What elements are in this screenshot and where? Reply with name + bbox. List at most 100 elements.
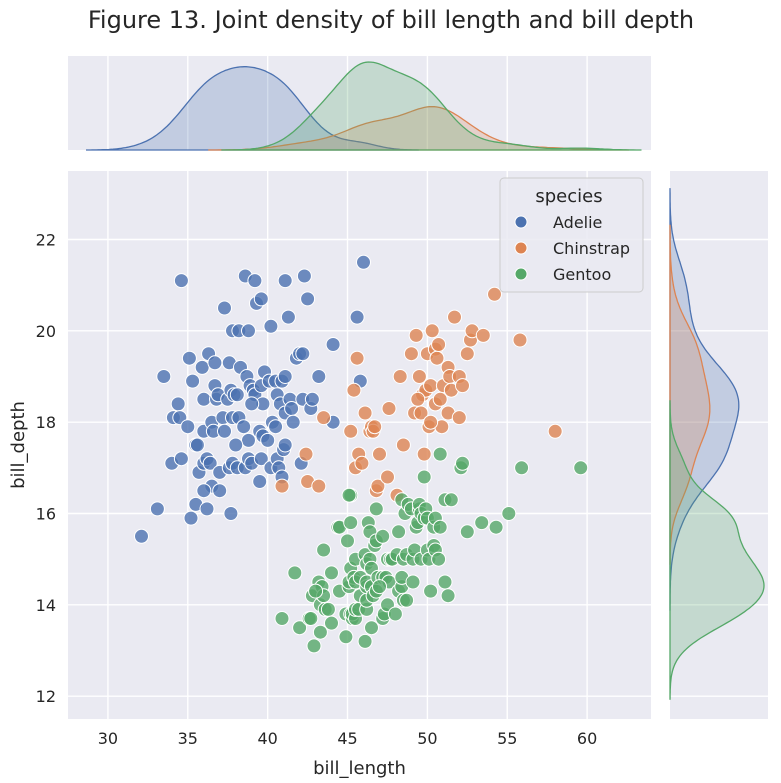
y-axis-label: bill_depth: [8, 401, 29, 489]
data-point: [416, 446, 432, 462]
data-point: [341, 487, 357, 503]
data-point: [349, 309, 365, 325]
x-axis-label: bill_length: [313, 758, 406, 779]
data-point: [405, 574, 421, 590]
data-point: [320, 601, 336, 617]
right-kde-gentoo: [669, 400, 765, 700]
data-point: [437, 574, 453, 590]
data-point: [189, 437, 205, 453]
data-point: [304, 391, 320, 407]
data-point: [196, 483, 212, 499]
data-point: [296, 268, 312, 284]
legend-marker: [514, 267, 528, 281]
legend-label: Adelie: [553, 213, 602, 232]
y-tick-label: 18: [36, 413, 56, 432]
data-point: [241, 432, 256, 448]
data-point: [487, 286, 502, 302]
data-point: [514, 460, 530, 476]
legend-items: Adelie Chinstrap Gentoo: [514, 213, 630, 284]
data-point: [212, 483, 228, 499]
data-point: [357, 405, 373, 421]
data-point: [236, 419, 252, 435]
data-point: [547, 423, 563, 439]
data-point: [274, 478, 290, 494]
data-point: [395, 437, 411, 453]
top-marginal-kde: [86, 61, 642, 151]
data-point: [156, 369, 172, 384]
right-marginal-grid: [670, 238, 768, 697]
data-point: [408, 327, 424, 343]
data-point: [280, 309, 296, 325]
data-point: [474, 515, 490, 531]
legend-marker: [514, 241, 528, 255]
data-point: [372, 579, 387, 595]
y-tick-label: 14: [36, 596, 56, 615]
data-point: [501, 506, 517, 521]
legend-marker: [514, 215, 528, 229]
scatter-points: [134, 254, 589, 654]
data-point: [217, 300, 232, 316]
data-point: [451, 410, 467, 426]
data-point: [316, 410, 332, 426]
data-point: [431, 337, 447, 352]
x-tick-label: 55: [497, 729, 517, 748]
right-kde-adelie: [669, 188, 740, 611]
legend-item-chinstrap: Chinstrap: [514, 239, 630, 258]
data-point: [423, 414, 439, 430]
x-tick-label: 60: [577, 729, 597, 748]
data-point: [488, 519, 504, 535]
legend-item-adelie: Adelie: [514, 213, 602, 232]
data-point: [429, 350, 445, 366]
data-point: [410, 391, 426, 407]
data-point: [346, 382, 362, 398]
top-kde-gentoo: [221, 61, 642, 151]
data-point: [277, 437, 293, 453]
x-tick-label: 30: [98, 729, 118, 748]
data-point: [311, 478, 327, 494]
data-point: [252, 474, 268, 489]
data-point: [387, 606, 403, 622]
data-point: [375, 528, 391, 544]
top-marginal-panel: [68, 56, 651, 151]
data-point: [343, 515, 359, 531]
y-tick-label: 12: [36, 687, 56, 706]
data-point: [181, 350, 197, 366]
data-point: [411, 369, 427, 384]
legend-item-gentoo: Gentoo: [514, 265, 611, 284]
data-point: [303, 611, 319, 626]
data-point: [241, 323, 256, 339]
data-point: [292, 620, 308, 636]
data-point: [185, 373, 201, 389]
data-point: [170, 396, 186, 412]
data-point: [287, 565, 303, 581]
legend-label: Chinstrap: [553, 239, 630, 258]
data-point: [399, 592, 415, 608]
data-point: [247, 273, 263, 289]
data-point: [312, 624, 328, 640]
data-point: [223, 506, 239, 521]
data-point: [285, 414, 301, 430]
legend: species Adelie Chinstrap Gentoo: [499, 177, 644, 293]
data-point: [244, 396, 260, 412]
data-point: [403, 346, 419, 362]
data-point: [391, 524, 407, 540]
y-tick-label: 16: [36, 505, 56, 524]
data-point: [367, 419, 383, 435]
data-point: [229, 387, 245, 403]
top-kde-adelie: [86, 66, 419, 151]
data-point: [149, 501, 165, 517]
main-plot-panel: 30 35 40 45 50 55 60 12 14 16 18 20 22: [36, 171, 651, 748]
data-point: [173, 273, 189, 289]
series-adelie: [134, 254, 371, 544]
series-gentoo: [274, 446, 589, 654]
x-tick-label: 50: [417, 729, 437, 748]
data-point: [380, 469, 395, 485]
data-point: [432, 519, 448, 535]
data-point: [423, 583, 439, 599]
data-point: [284, 401, 300, 416]
data-point: [228, 437, 244, 453]
data-point: [372, 446, 387, 462]
data-point: [253, 291, 269, 307]
y-tick-label: 20: [36, 322, 56, 341]
